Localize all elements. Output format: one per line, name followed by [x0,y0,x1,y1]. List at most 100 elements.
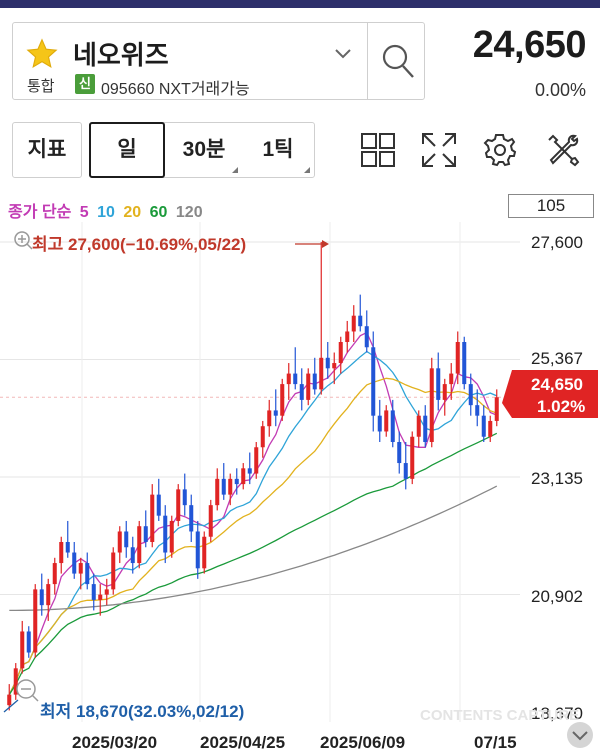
new-badge: 신 [75,74,95,94]
candle [364,310,369,353]
candle-body [182,489,187,506]
stock-selector[interactable]: 네오위즈 통합 신 095660 NXT거래가능 [12,22,425,100]
candle-body [104,589,109,595]
high-price-label: 최고 27,600(−10.69%,05/22) [32,235,246,254]
candle [85,552,90,590]
candle [423,405,428,448]
price-chart[interactable]: 27,600 25,367 23,135 20,902 18,670 최고 27… [0,222,600,753]
candle-body [176,489,181,521]
candle-body [332,363,337,369]
candle [13,663,18,700]
candle [319,242,324,395]
candle-body [78,563,83,574]
search-button[interactable] [367,23,425,99]
watermark: CONTENTS CAPTURE [420,707,579,724]
chevron-down-icon[interactable] [333,47,353,61]
candle-body [364,326,369,348]
candle [254,442,259,479]
candle [150,484,155,548]
candle-body [143,526,148,542]
candle [345,320,350,353]
settings-icon[interactable] [482,132,518,168]
candle-body [390,410,395,442]
candle-body [462,342,467,385]
candle [442,378,447,416]
grid-icon[interactable] [360,132,396,168]
candle [390,399,395,448]
candle [416,410,421,448]
candle-body [33,589,38,653]
candle [163,505,168,564]
candle [241,463,246,490]
ma-5-line [8,331,498,695]
candle-body [20,631,25,669]
candle [286,363,291,400]
candle [189,494,194,542]
candle-body [345,331,350,342]
candle-body [189,505,194,532]
candle-body [137,526,142,564]
chart-grid [0,222,520,722]
candle-body [442,384,447,400]
period-day-button[interactable]: 일 [89,122,165,178]
period-1tick-button[interactable]: 1틱 [242,123,314,177]
candle-body [273,410,278,416]
period-30min-button[interactable]: 30분 [166,123,242,177]
candle-body [299,384,304,400]
candle [195,520,200,579]
candle [410,431,415,485]
candle [117,526,122,564]
candle [39,573,44,616]
candle [182,473,187,516]
candle-body [221,478,226,495]
candle-body [325,357,330,369]
candle [59,536,64,574]
period-selector: 일 30분 1틱 [89,122,315,178]
candle [338,336,343,374]
candle [449,363,454,400]
candle-body [481,415,486,437]
favorite-star-icon[interactable] [25,37,59,71]
zoom-in-icon [14,231,30,247]
scroll-down-button[interactable] [567,722,593,748]
candle-body [156,494,161,516]
candle [488,415,493,442]
stock-code: 095660 NXT거래가능 [101,81,250,98]
candle [293,347,298,390]
candle-body [13,668,18,695]
ma-60-line [8,432,498,695]
x-tick-label: 07/15 [474,733,517,752]
candle-body [215,478,220,506]
indicator-button[interactable]: 지표 [12,122,82,178]
candle-body [351,315,356,332]
candle-body [358,315,363,327]
x-tick-label: 2025/03/20 [72,733,157,752]
candle-body [319,357,324,390]
candle [104,578,109,606]
candle-body [403,463,408,479]
candle [358,294,363,332]
candle [468,373,473,416]
candle [156,478,161,521]
candle [65,520,70,558]
candle [137,520,142,569]
candle [143,510,148,548]
current-price: 24,650 [472,24,587,66]
candle-body [260,426,265,448]
ma-legend: 종가 단순 5 10 20 60 120 [8,198,207,222]
ma-20-line [8,377,498,695]
x-tick-label: 2025/04/25 [200,733,285,752]
candle-body [46,584,51,606]
status-bar [0,0,600,8]
candle-body [371,347,376,416]
candle [7,684,12,711]
candle-body [202,536,207,569]
candle [455,331,460,385]
candle-body [7,694,12,706]
candle-body [449,373,454,385]
candle-count-input[interactable]: 105 [508,194,594,218]
candle-body [241,468,246,485]
candle [26,626,31,658]
expand-icon[interactable] [421,132,457,168]
tools-icon[interactable] [545,132,581,168]
